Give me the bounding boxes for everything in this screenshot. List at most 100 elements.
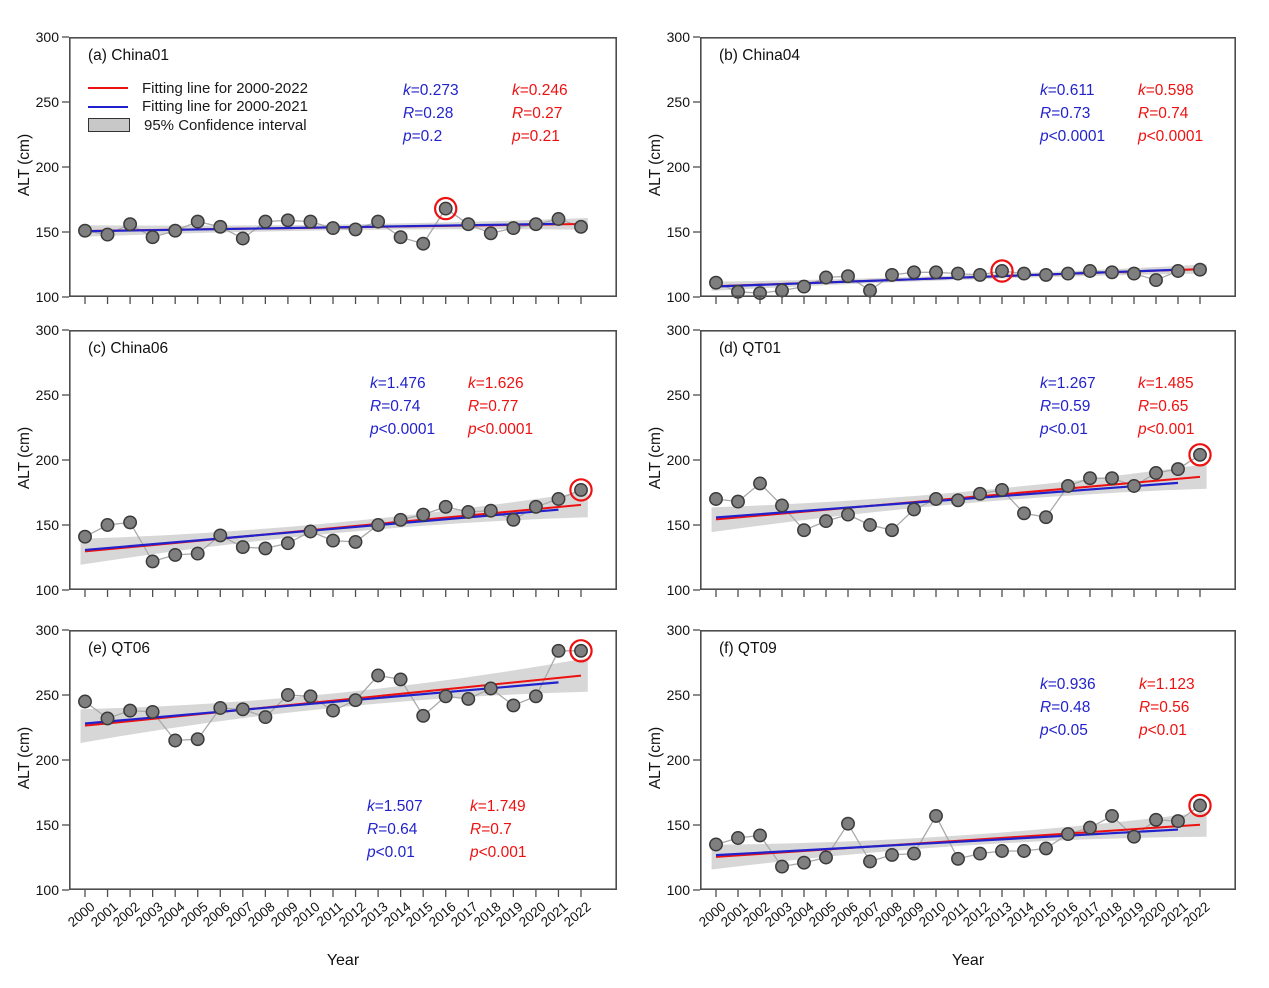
stat-symbol: k — [1040, 82, 1048, 99]
data-point — [863, 854, 877, 869]
y-tick-label: 200 — [666, 752, 690, 768]
data-point — [1039, 267, 1053, 282]
stat-row: p<0.001 — [470, 841, 526, 864]
data-point — [145, 554, 160, 569]
panel-title: (a) China01 — [88, 47, 169, 64]
stat-symbol: k — [1138, 82, 1146, 99]
data-point — [574, 482, 588, 497]
stat-row: p<0.01 — [1139, 719, 1195, 742]
data-point — [258, 214, 273, 229]
stat-symbol: p — [1040, 128, 1049, 145]
panel-b-plot — [693, 36, 1237, 304]
data-point — [797, 279, 811, 294]
data-point — [885, 267, 899, 282]
data-point — [1127, 829, 1141, 844]
y-tick-label: 300 — [35, 622, 59, 638]
data-point — [483, 503, 498, 518]
data-point — [190, 732, 205, 747]
data-point — [1171, 264, 1185, 278]
data-point — [863, 283, 877, 298]
stat-symbol: p — [468, 421, 477, 438]
panel-f-plot — [693, 629, 1237, 897]
data-point — [551, 492, 566, 506]
stat-row: p<0.0001 — [370, 418, 435, 441]
data-point — [731, 494, 745, 509]
stats-red: k=1.123 R=0.56 p<0.01 — [1139, 673, 1195, 742]
data-point — [951, 266, 965, 281]
panel-d: 100 150 200 250 300 (d) QT01 k=1.267 R=0.59 p<0.… — [647, 322, 1237, 598]
panel-title: (e) QT06 — [88, 640, 151, 657]
highlight-ring — [1188, 443, 1212, 467]
panel-frame — [700, 37, 1237, 297]
fit-line-blue — [715, 481, 1179, 519]
y-tick-label: 300 — [666, 622, 690, 638]
panel-f: 100 150 200 250 300 (f) QT09 k=0.936 R=0.48 p<0.… — [647, 622, 1237, 969]
y-tick-label: 250 — [666, 387, 690, 403]
stat-symbol: p — [1138, 128, 1147, 145]
data-point — [258, 710, 273, 725]
data-point — [574, 219, 588, 234]
stats-red: k=1.749 R=0.7 p<0.001 — [470, 795, 526, 864]
stat-row: p<0.01 — [367, 841, 423, 864]
highlight-ring — [434, 196, 458, 221]
panel-a: 100 150 200 250 300 (a) China01 k=0.273 R=0.28 p… — [16, 29, 618, 305]
y-tick-label: 300 — [666, 29, 690, 45]
panel-frame — [69, 330, 618, 590]
data-point — [235, 540, 250, 555]
data-point — [506, 698, 521, 713]
stat-value: =1.485 — [1145, 375, 1194, 392]
stat-symbol: k — [367, 798, 375, 815]
stat-value: =0.73 — [1051, 105, 1091, 122]
data-point — [753, 828, 767, 843]
legend-item: Fitting line for 2000-2022 — [88, 79, 308, 98]
data-point — [303, 214, 318, 229]
stat-value: <0.001 — [1146, 421, 1195, 438]
stat-value: =1.123 — [1146, 676, 1195, 693]
fit-line-blue — [84, 508, 559, 552]
y-axis-title: ALT (cm) — [647, 426, 664, 490]
y-tick-label: 150 — [35, 517, 59, 533]
stat-symbol: k — [1040, 375, 1048, 392]
stat-symbol: k — [370, 375, 378, 392]
data-point — [303, 689, 318, 704]
legend-item: 95% Confidence interval — [88, 116, 308, 135]
stat-row: R=0.74 — [370, 395, 435, 418]
y-tick-label: 300 — [666, 322, 690, 338]
stat-symbol: p — [370, 421, 379, 438]
stat-symbol: R — [367, 821, 379, 838]
stat-symbol: p — [512, 128, 521, 145]
stat-symbol: R — [1040, 699, 1052, 716]
stat-symbol: k — [512, 82, 520, 99]
data-point — [1171, 814, 1185, 829]
stat-row: k=0.936 — [1040, 673, 1096, 696]
stats-red: k=0.246 R=0.27 p=0.21 — [512, 79, 568, 148]
stat-symbol: p — [1040, 421, 1049, 438]
y-axis-title: ALT (cm) — [16, 726, 33, 790]
panel-title: (f) QT09 — [719, 640, 777, 657]
data-point — [841, 269, 855, 284]
panel-frame — [700, 630, 1237, 890]
stat-row: k=0.246 — [512, 79, 568, 102]
stat-symbol: R — [1040, 105, 1052, 122]
data-point — [145, 704, 160, 719]
ci-box-swatch — [88, 118, 130, 133]
stat-value: =0.48 — [1051, 699, 1091, 716]
data-point — [371, 518, 386, 532]
data-point — [326, 221, 340, 236]
data-point — [1149, 466, 1163, 480]
stat-row: R=0.65 — [1138, 395, 1194, 418]
data-point — [348, 693, 363, 708]
stat-value: =1.507 — [374, 798, 423, 815]
data-point — [929, 808, 943, 823]
data-point — [280, 536, 295, 551]
y-tick-label: 250 — [666, 687, 690, 703]
data-point — [528, 689, 543, 704]
data-point — [235, 231, 250, 246]
legend-item: Fitting line for 2000-2021 — [88, 98, 308, 117]
data-point — [1017, 506, 1031, 521]
data-point — [1193, 798, 1207, 813]
stat-row: k=0.598 — [1138, 79, 1203, 102]
stat-row: k=0.611 — [1040, 79, 1105, 102]
panel-title: (c) China06 — [88, 340, 169, 357]
stat-row: R=0.27 — [512, 102, 568, 125]
